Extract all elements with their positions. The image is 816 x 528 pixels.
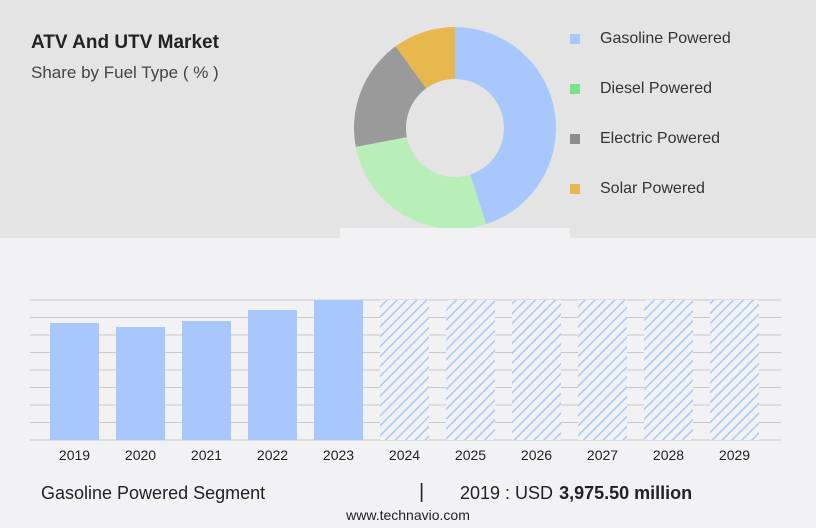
x-tick-label: 2028 — [653, 447, 684, 463]
footer-value: 2019 : USD 3,975.50 million — [460, 483, 692, 504]
x-tick-label: 2025 — [455, 447, 486, 463]
bar-2019 — [50, 322, 99, 440]
bar-chart: 2019 2020 2021 2022 2023 2024 2025 2026 2027 2028… — [30, 299, 781, 463]
footer-separator: | — [419, 481, 425, 503]
donut-slice-diesel-powered — [355, 137, 487, 229]
legend-swatch — [570, 184, 580, 194]
bar-2024 — [380, 300, 429, 440]
bar-2025 — [446, 300, 495, 440]
bar-2026 — [512, 300, 561, 440]
donut-slice-solar-powered — [395, 27, 455, 89]
x-tick-label: 2023 — [323, 447, 354, 463]
footer-amount: 3,975.50 million — [559, 483, 693, 503]
x-tick-label: 2019 — [59, 447, 90, 463]
legend-label: Diesel Powered — [600, 80, 713, 97]
x-tick-label: 2029 — [719, 447, 750, 463]
site-url[interactable]: www.technavio.com — [346, 507, 470, 523]
bar-2029 — [710, 300, 759, 440]
legend-swatch — [570, 134, 580, 144]
donut-chart — [340, 27, 570, 238]
legend-item-gasoline: Gasoline Powered — [570, 14, 731, 64]
legend-swatch — [570, 34, 580, 44]
bar-2028 — [644, 300, 693, 440]
bar-2020 — [116, 326, 165, 440]
legend-item-electric: Electric Powered — [570, 114, 731, 164]
footer-segment: Gasoline Powered Segment — [41, 483, 266, 503]
panel-edge — [340, 228, 570, 238]
legend-swatch — [570, 84, 580, 94]
legend-item-diesel: Diesel Powered — [570, 64, 731, 114]
x-tick-label: 2027 — [587, 447, 618, 463]
legend-label: Electric Powered — [600, 130, 721, 147]
donut-slice-gasoline-powered — [455, 27, 556, 225]
footer-year: 2019 : USD — [460, 483, 554, 503]
bar-2023 — [314, 300, 363, 440]
chart-title: ATV And UTV Market — [31, 32, 219, 53]
x-tick-label: 2021 — [191, 447, 222, 463]
bar-2021 — [182, 321, 231, 440]
x-tick-label: 2020 — [125, 447, 156, 463]
donut-slice-electric-powered — [354, 46, 427, 147]
x-tick-label: 2026 — [521, 447, 552, 463]
bar-2022 — [248, 310, 297, 440]
chart-subtitle: Share by Fuel Type ( % ) — [31, 63, 219, 82]
x-tick-label: 2024 — [389, 447, 420, 463]
legend-label: Solar Powered — [600, 180, 705, 197]
legend-label: Gasoline Powered — [600, 30, 731, 47]
legend: Gasoline Powered Diesel Powered Electric… — [570, 14, 731, 214]
legend-item-solar: Solar Powered — [570, 164, 731, 214]
x-tick-label: 2022 — [257, 447, 288, 463]
bar-2027 — [578, 300, 627, 440]
